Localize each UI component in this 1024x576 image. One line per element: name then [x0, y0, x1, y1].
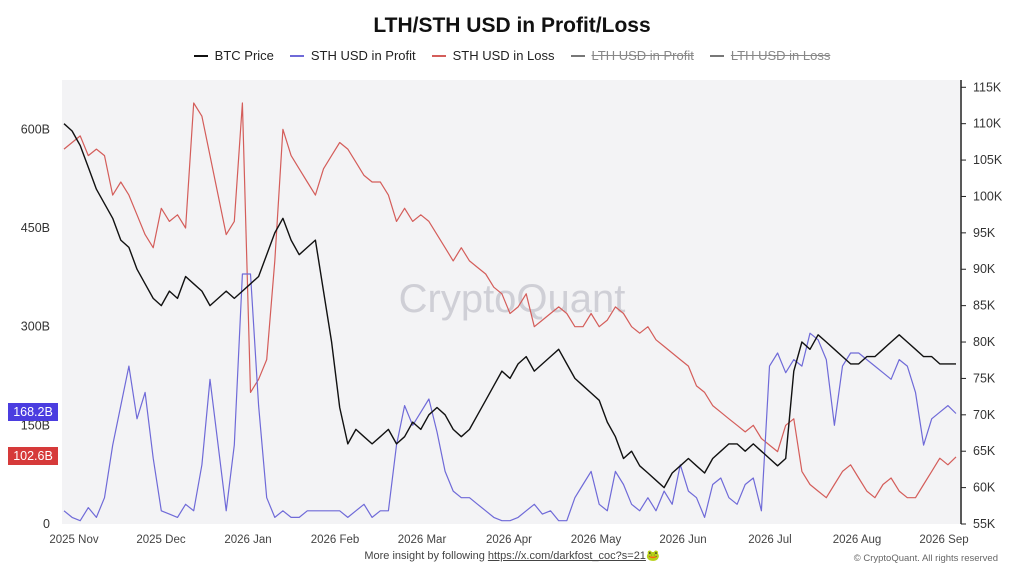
x-tick-label: 2026 Jul — [748, 534, 791, 546]
watermark: CryptoQuant — [399, 277, 626, 321]
legend-item-lth-profit[interactable]: LTH USD in Profit — [570, 48, 694, 63]
right-tick-label: 60K — [973, 481, 996, 495]
right-tick-label: 65K — [973, 444, 996, 458]
chart-legend: BTC Price STH USD in Profit STH USD in L… — [0, 48, 1024, 63]
right-tick-label: 70K — [973, 408, 996, 422]
legend-swatch-sth-profit — [289, 54, 304, 57]
legend-label-sth-loss: STH USD in Loss — [452, 48, 555, 63]
x-tick-label: 2025 Nov — [49, 534, 98, 546]
x-axis-ticks: 2025 Nov 2025 Dec 2026 Jan 2026 Feb 2026 Mar… — [49, 534, 968, 546]
x-tick-label: 2026 Apr — [486, 534, 532, 546]
x-tick-label: 2026 Mar — [398, 534, 447, 546]
left-tick-label: 600B — [21, 122, 50, 136]
right-tick-label: 100K — [973, 189, 1003, 203]
footer-text: More insight by following — [364, 550, 485, 562]
x-tick-label: 2026 Aug — [833, 534, 882, 546]
legend-swatch-lth-profit — [570, 54, 585, 57]
legend-label-btc: BTC Price — [214, 48, 274, 63]
footer-link[interactable]: https://x.com/darkfost_coc?s=21 — [487, 550, 646, 562]
right-tick-label: 75K — [973, 371, 996, 385]
legend-item-sth-loss[interactable]: STH USD in Loss — [431, 48, 555, 63]
legend-item-btc-price[interactable]: BTC Price — [193, 48, 274, 63]
right-axis-ticks: 55K 60K 65K 70K 75K 80K 85K 90K 95K 100K 105K 110K 1… — [961, 80, 1003, 531]
series-line-sth-usd-in-profit — [63, 273, 957, 522]
legend-swatch-sth-loss — [431, 54, 446, 57]
legend-label-sth-profit: STH USD in Profit — [310, 48, 416, 63]
legend-swatch-lth-loss — [709, 54, 724, 57]
x-tick-label: 2026 May — [571, 534, 622, 546]
series-line-btc-price — [63, 123, 956, 489]
right-tick-label: 95K — [973, 226, 996, 240]
x-tick-label: 2026 Feb — [311, 534, 360, 546]
legend-swatch-btc — [193, 54, 208, 57]
legend-item-sth-profit[interactable]: STH USD in Profit — [289, 48, 416, 63]
left-tick-label: 450B — [21, 221, 50, 235]
right-tick-label: 85K — [973, 299, 996, 313]
left-tick-label: 150B — [21, 418, 50, 432]
x-tick-label: 2026 Sep — [919, 534, 968, 546]
x-tick-label: 2025 Dec — [136, 534, 185, 546]
copyright: © CryptoQuant. All rights reserved — [853, 553, 998, 564]
left-tick-label: 300B — [21, 320, 50, 334]
legend-label-lth-loss: LTH USD in Loss — [730, 48, 831, 63]
badge-sth-loss: 102.6B — [8, 447, 58, 465]
right-tick-label: 55K — [973, 517, 996, 531]
right-tick-label: 115K — [973, 80, 1002, 94]
series-line-sth-usd-in-loss — [63, 102, 957, 499]
x-tick-label: 2026 Jan — [224, 534, 271, 546]
chart-title: LTH/STH USD in Profit/Loss — [373, 14, 651, 37]
frog-emoji-icon: 🐸 — [645, 550, 660, 562]
left-axis-ticks: 0 150B 300B 450B 600B — [21, 122, 50, 531]
right-tick-label: 90K — [973, 262, 996, 276]
legend-label-lth-profit: LTH USD in Profit — [591, 48, 694, 63]
right-tick-label: 110K — [973, 117, 1002, 131]
x-tick-label: 2026 Jun — [659, 534, 706, 546]
series-group — [63, 102, 957, 522]
badge-sth-profit: 168.2B — [8, 403, 58, 421]
footer: More insight by following https://x.com/… — [0, 549, 1024, 562]
plot-background — [62, 80, 960, 524]
left-tick-label: 0 — [43, 517, 50, 531]
legend-item-lth-loss[interactable]: LTH USD in Loss — [709, 48, 831, 63]
right-tick-label: 80K — [973, 335, 996, 349]
right-tick-label: 105K — [973, 153, 1003, 167]
